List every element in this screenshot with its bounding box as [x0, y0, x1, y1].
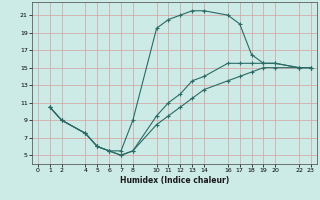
X-axis label: Humidex (Indice chaleur): Humidex (Indice chaleur)	[120, 176, 229, 185]
